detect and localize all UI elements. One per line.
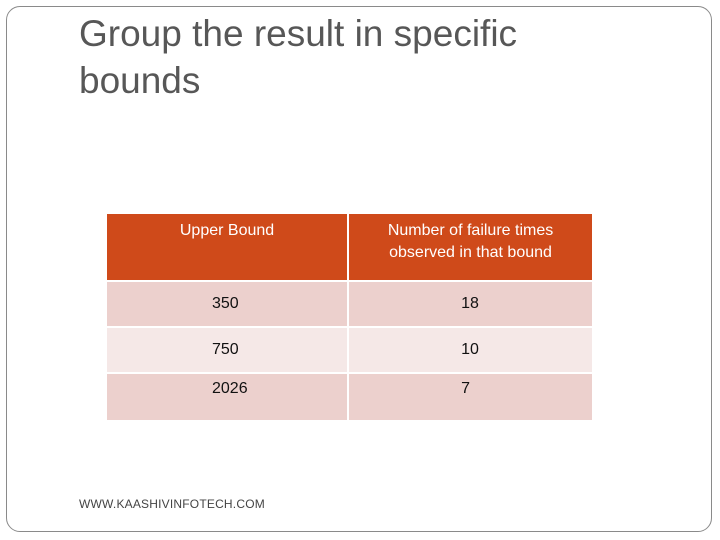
table-header-row: Upper Bound Number of failure times obse… — [104, 212, 594, 282]
cell-failure-count: 10 — [347, 326, 594, 374]
bounds-table: Upper Bound Number of failure times obse… — [104, 212, 594, 422]
cell-upper-bound: 350 — [104, 280, 350, 328]
cell-upper-bound: 750 — [104, 326, 350, 374]
header-failure-count-line2: observed in that bound — [389, 244, 552, 261]
table-row: 750 10 — [104, 326, 594, 374]
cell-upper-bound: 2026 — [104, 372, 350, 422]
slide-title: Group the result in specific bounds — [79, 13, 518, 101]
header-failure-count-line1: Number of failure times — [387, 222, 554, 239]
cell-failure-count: 7 — [347, 372, 594, 422]
footer-website: WWW.KAASHIVINFOTECH.COM — [79, 497, 265, 511]
table-row: 2026 7 — [104, 372, 594, 422]
slide-frame — [6, 6, 712, 532]
header-upper-bound: Upper Bound — [104, 212, 350, 282]
table-row: 350 18 — [104, 280, 594, 328]
header-failure-count: Number of failure times observed in that… — [347, 212, 594, 282]
cell-failure-count: 18 — [347, 280, 594, 328]
